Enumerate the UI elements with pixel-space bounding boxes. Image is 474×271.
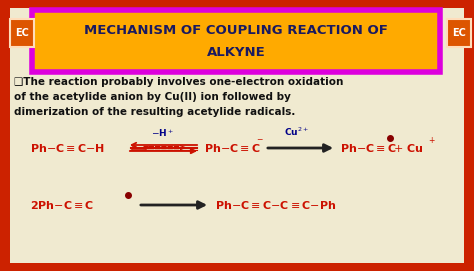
Text: Ph$-$C$\equiv$C: Ph$-$C$\equiv$C (340, 142, 397, 154)
Text: $+$ Cu: $+$ Cu (393, 142, 423, 154)
Text: Cu$^{2+}$: Cu$^{2+}$ (283, 126, 309, 138)
FancyBboxPatch shape (10, 19, 34, 47)
Text: Ph$-$C$\equiv$C: Ph$-$C$\equiv$C (204, 142, 261, 154)
Text: EC: EC (452, 28, 466, 38)
FancyBboxPatch shape (447, 19, 471, 47)
Text: Ph$-$C$\equiv$C$-$C$\equiv$C$-$Ph: Ph$-$C$\equiv$C$-$C$\equiv$C$-$Ph (215, 199, 336, 211)
Text: 2Ph$-$C$\equiv$C: 2Ph$-$C$\equiv$C (30, 199, 94, 211)
Text: Ph$-$C$\equiv$C$-$H: Ph$-$C$\equiv$C$-$H (30, 142, 105, 154)
Text: $^-$: $^-$ (255, 137, 264, 147)
Text: dimerization of the resulting acetylide radicals.: dimerization of the resulting acetylide … (14, 107, 295, 117)
Text: $-$H$^+$: $-$H$^+$ (151, 127, 173, 139)
FancyBboxPatch shape (32, 10, 440, 72)
Text: ALKYNE: ALKYNE (207, 46, 265, 59)
Text: MECHANISM OF COUPLING REACTION OF: MECHANISM OF COUPLING REACTION OF (84, 24, 388, 37)
Text: ======>: ======> (143, 143, 187, 153)
Text: ❑The reaction probably involves one-electron oxidation: ❑The reaction probably involves one-elec… (14, 77, 343, 87)
Text: $^+$: $^+$ (427, 136, 436, 146)
Text: of the acetylide anion by Cu(II) ion followed by: of the acetylide anion by Cu(II) ion fol… (14, 92, 291, 102)
Text: $\Longleftrightarrow$: $\Longleftrightarrow$ (127, 141, 149, 154)
Text: EC: EC (15, 28, 29, 38)
FancyBboxPatch shape (10, 8, 464, 263)
